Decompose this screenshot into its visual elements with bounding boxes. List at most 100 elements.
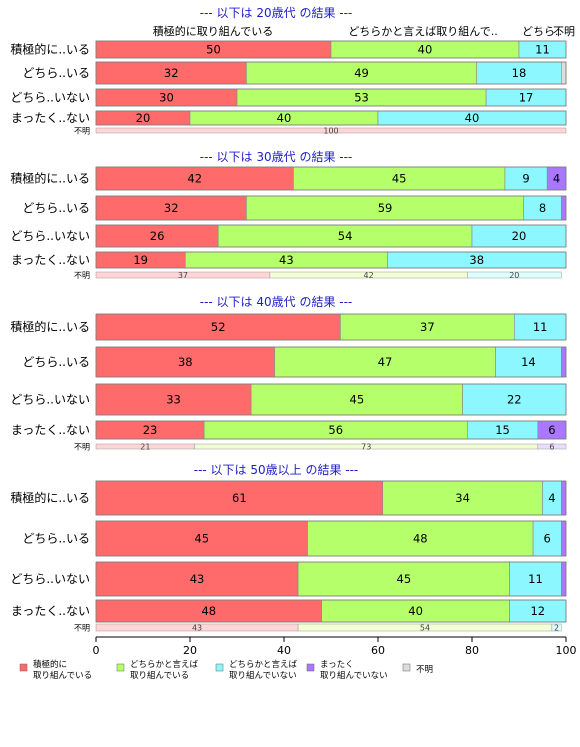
legend-label: まったく取り組んでいない <box>320 660 388 681</box>
bar-outline <box>95 420 567 440</box>
legend-swatch <box>19 663 28 672</box>
data-label: 34 <box>455 491 470 505</box>
bar-segment <box>250 383 463 416</box>
data-label: 11 <box>533 320 548 334</box>
data-label: 43 <box>279 253 294 267</box>
data-label: 11 <box>528 572 543 586</box>
row-label: 積極的に..いる <box>10 171 90 186</box>
panel-title: --- 以下は 50歳以上 の結果 --- <box>194 463 359 477</box>
unknown-data-label: 42 <box>364 271 374 280</box>
bar-outline <box>95 383 567 416</box>
legend-label: どちらかと言えば取り組んでいる <box>130 659 199 681</box>
bar-outline <box>95 40 567 59</box>
panel-title: --- 以下は 30歳代 の結果 --- <box>200 150 353 164</box>
bar-segment <box>95 195 247 221</box>
data-label: 18 <box>512 66 527 80</box>
bar-outline <box>95 110 567 126</box>
unknown-bar-segment <box>467 271 562 279</box>
legend-swatch <box>402 663 411 672</box>
data-label: 6 <box>544 532 551 546</box>
bar-outline <box>95 88 567 107</box>
bar-segment <box>95 346 275 378</box>
data-label: 20 <box>136 111 151 125</box>
data-label: 12 <box>530 604 545 618</box>
data-label: 33 <box>166 393 181 407</box>
row-label: 積極的に..いる <box>10 319 90 334</box>
bar-segment <box>560 480 567 516</box>
data-label: 8 <box>539 201 546 215</box>
unknown-data-label: 21 <box>140 443 150 452</box>
data-label: 48 <box>201 604 216 618</box>
row-label: どちら..いない <box>10 393 90 407</box>
bar-outline <box>95 480 567 516</box>
row-label: どちら..いない <box>10 229 90 243</box>
data-label: 50 <box>206 43 221 57</box>
bar-outline <box>95 346 567 378</box>
data-label: 45 <box>397 572 412 586</box>
row-label: まったく..ない <box>11 423 90 437</box>
bar-segment <box>560 520 567 557</box>
bar-segment <box>95 313 341 341</box>
data-label: 43 <box>190 572 205 586</box>
bar-outline <box>95 251 567 269</box>
legend-label: どちらかと言えば取り組んでいない <box>229 659 298 681</box>
data-label: 4 <box>548 491 555 505</box>
bar-outline <box>95 61 567 85</box>
unknown-data-label: 43 <box>192 624 202 633</box>
data-label: 11 <box>535 43 550 57</box>
data-label: 40 <box>465 111 480 125</box>
bar-segment <box>495 346 562 378</box>
unknown-data-label: 2 <box>554 624 559 633</box>
x-tick-label: 20 <box>183 644 197 657</box>
row-label: 積極的に..いる <box>10 490 90 505</box>
column-header-label: どちらかと言えば取り組んで.. <box>348 25 497 38</box>
data-label: 40 <box>408 604 423 618</box>
unknown-row-label: 不明 <box>74 127 90 136</box>
bar-outline <box>95 195 567 221</box>
data-label: 6 <box>548 423 555 437</box>
row-label: まったく..ない <box>11 253 90 267</box>
bar-segment <box>560 561 567 597</box>
bar-segment <box>382 480 543 516</box>
data-label: 4 <box>553 172 560 186</box>
data-label: 32 <box>164 66 179 80</box>
bar-segment <box>274 346 496 378</box>
x-tick-label: 0 <box>93 644 100 657</box>
unknown-data-label: 73 <box>361 443 371 452</box>
legend-swatch <box>306 663 315 672</box>
x-tick-label: 40 <box>277 644 291 657</box>
bar-segment <box>340 313 515 341</box>
bar-segment <box>560 61 567 85</box>
bar-outline <box>95 520 567 557</box>
row-label: まったく..ない <box>11 111 90 125</box>
row-label: どちら..いる <box>22 201 90 215</box>
panel-title: --- 以下は 40歳代 の結果 --- <box>200 295 353 309</box>
unknown-data-label: 20 <box>509 271 519 280</box>
row-label: どちら..いる <box>22 355 90 369</box>
unknown-row-label: 不明 <box>74 624 90 633</box>
x-tick-label: 60 <box>371 644 385 657</box>
data-label: 32 <box>164 201 179 215</box>
legend-swatch <box>215 663 224 672</box>
data-label: 52 <box>211 320 226 334</box>
data-label: 45 <box>194 532 209 546</box>
data-label: 26 <box>150 229 165 243</box>
unknown-data-label: 100 <box>323 127 338 136</box>
bar-outline <box>95 599 567 623</box>
row-label: 積極的に..いる <box>10 42 90 57</box>
bar-outline <box>95 166 567 191</box>
column-header-label: 積極的に取り組んでいる <box>153 24 273 38</box>
legend-swatch <box>116 663 125 672</box>
row-label: どちら..いる <box>22 532 90 546</box>
row-label: どちら..いない <box>10 91 90 105</box>
bar-outline <box>95 313 567 341</box>
data-label: 22 <box>507 393 522 407</box>
data-label: 61 <box>232 491 247 505</box>
bar-segment <box>462 383 567 416</box>
data-label: 20 <box>512 229 527 243</box>
data-label: 48 <box>413 532 428 546</box>
x-tick-label: 100 <box>556 644 577 657</box>
row-label: どちら..いる <box>22 66 90 80</box>
bar-segment <box>560 346 567 378</box>
unknown-bar-segment <box>551 623 562 632</box>
